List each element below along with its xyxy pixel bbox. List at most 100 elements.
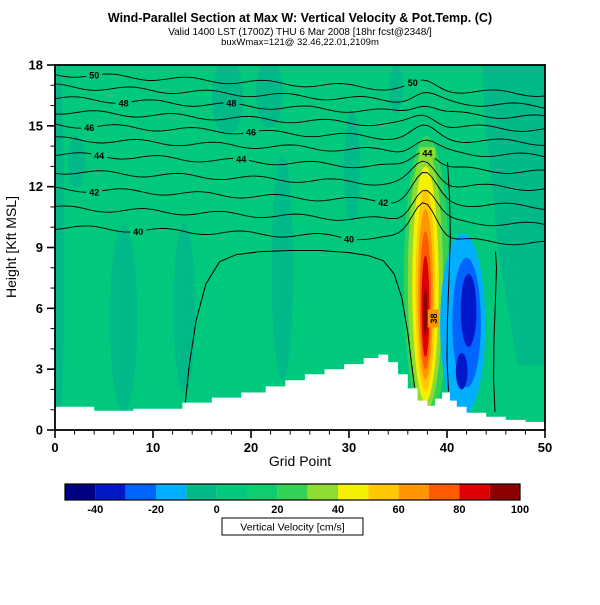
contour-label-bg xyxy=(223,97,240,109)
weak-sink-patch xyxy=(344,109,360,224)
colorbar-cell xyxy=(277,484,308,500)
axes-layer: 0 10 20 30 40 50 0 3 6 9 12 15 18 xyxy=(29,58,553,456)
contour-label: 38 xyxy=(429,313,439,323)
isentrope-line xyxy=(55,136,545,158)
contour-label-bg xyxy=(81,122,98,134)
contour-label-bg xyxy=(375,197,392,209)
y-tick-label: 6 xyxy=(36,301,43,316)
contour-label-bg xyxy=(233,153,250,165)
colorbar-cell xyxy=(125,484,156,500)
colorbar-frame xyxy=(64,483,521,501)
contour-label: 42 xyxy=(378,198,388,208)
weak-sink-patch xyxy=(173,223,196,394)
isentrope-line xyxy=(55,123,545,146)
contour-label: 46 xyxy=(246,128,256,138)
colorbar-cell xyxy=(338,484,369,500)
contour-label: 48 xyxy=(226,98,236,108)
colorbar-cell xyxy=(489,484,520,500)
isentrope-contour-layer: 50 50 48 48 46 46 44 44 44 42 42 40 40 38 xyxy=(55,69,545,412)
chart-annotation: buxWmax=121@ 32.46,22.01,2109m xyxy=(221,37,379,48)
colorbar-cell xyxy=(459,484,490,500)
colorbar-tick-label: 80 xyxy=(453,504,465,516)
downdraft-core-fill xyxy=(455,352,468,390)
colorbar-label-box xyxy=(221,517,364,536)
y-tick-label: 3 xyxy=(36,362,43,377)
x-tick-label: 30 xyxy=(342,440,356,455)
colorbar-tick-label: 60 xyxy=(393,504,405,516)
chart-title: Wind-Parallel Section at Max W: Vertical… xyxy=(108,11,492,25)
isentrope-line xyxy=(55,172,545,210)
colorbar-cell xyxy=(186,484,217,500)
terrain-layer xyxy=(55,354,545,430)
y-tick-label: 0 xyxy=(36,423,43,438)
colorbar-label: Vertical Velocity [cm/s] xyxy=(240,522,345,534)
colorbar-cell xyxy=(398,484,429,500)
colorbar-tick-label: 20 xyxy=(271,504,283,516)
x-tick-label: 10 xyxy=(146,440,160,455)
colorbar-cell xyxy=(216,484,247,500)
contour-label: 44 xyxy=(236,154,246,164)
weak-sink-patch xyxy=(109,225,138,412)
colorbar-cell xyxy=(156,484,187,500)
isentrope-line xyxy=(55,190,545,227)
colorbar-cell xyxy=(95,484,126,500)
contour-label-bg xyxy=(404,76,421,88)
weak-sink-patch xyxy=(211,65,244,136)
isentrope-line xyxy=(55,151,545,174)
colorbar-layer: -40 -20 0 20 40 60 80 100 xyxy=(64,483,529,516)
weak-sink-region-right xyxy=(482,65,545,366)
isentrope-line xyxy=(55,160,545,191)
weak-sink-patch xyxy=(55,65,65,430)
x-tick-label: 0 xyxy=(51,440,58,455)
x-tick-label: 20 xyxy=(244,440,258,455)
colorbar-cell xyxy=(307,484,338,500)
colorbar-tick-label: 100 xyxy=(511,504,529,516)
contour-label: 48 xyxy=(119,98,129,108)
contour-label: 44 xyxy=(422,148,432,158)
contour-label: 44 xyxy=(94,151,104,161)
velocity-fill-layer xyxy=(55,65,545,430)
y-tick-label: 9 xyxy=(36,240,43,255)
weak-sink-patch xyxy=(271,156,294,380)
terrain-silhouette xyxy=(55,354,545,430)
y-tick-label: 12 xyxy=(29,179,43,194)
weak-sink-patch xyxy=(67,135,86,189)
contour-label-bg xyxy=(86,186,103,198)
colorbar-tick-label: 0 xyxy=(214,504,220,516)
contour-label-bg xyxy=(130,225,147,237)
isentrope-line xyxy=(55,96,545,119)
colorbar-tick-label: 40 xyxy=(332,504,344,516)
contour-label-bg xyxy=(341,233,357,245)
contour-label: 50 xyxy=(408,78,418,88)
contour-label: 50 xyxy=(89,71,99,81)
isentrope-vertical-line xyxy=(493,251,498,412)
x-tick-label: 50 xyxy=(538,440,552,455)
y-tick-label: 18 xyxy=(29,58,43,73)
contour-label: 40 xyxy=(344,234,354,244)
contour-label: 42 xyxy=(89,187,99,197)
boundary-layer-contour xyxy=(184,250,416,403)
isentrope-line xyxy=(55,83,545,109)
contour-label-bg xyxy=(115,97,132,109)
chart-subtitle: Valid 1400 LST (1700Z) THU 6 Mar 2008 [1… xyxy=(168,27,432,38)
contour-label-bg xyxy=(427,309,439,328)
contour-label-bg xyxy=(86,69,103,81)
colorbar-tick-label: -20 xyxy=(148,504,164,516)
x-tick-label: 40 xyxy=(440,440,454,455)
colorbar-tick-label: -40 xyxy=(87,504,103,516)
y-tick-label: 15 xyxy=(29,118,43,133)
isentrope-line xyxy=(55,73,545,97)
rotated-contour-label-group: 38 xyxy=(427,309,439,328)
colorbar-cell xyxy=(429,484,460,500)
x-axis-label: Grid Point xyxy=(269,453,331,469)
contour-label-bg xyxy=(419,147,436,159)
isentrope-vertical-line xyxy=(446,162,451,392)
downdraft-core-fill xyxy=(460,273,477,347)
isentrope-line xyxy=(55,110,545,132)
contour-label-bg xyxy=(91,150,108,162)
y-axis-label: Height [Kft MSL] xyxy=(3,196,19,298)
colorbar-cell xyxy=(368,484,399,500)
colorbar-cell xyxy=(65,484,96,500)
